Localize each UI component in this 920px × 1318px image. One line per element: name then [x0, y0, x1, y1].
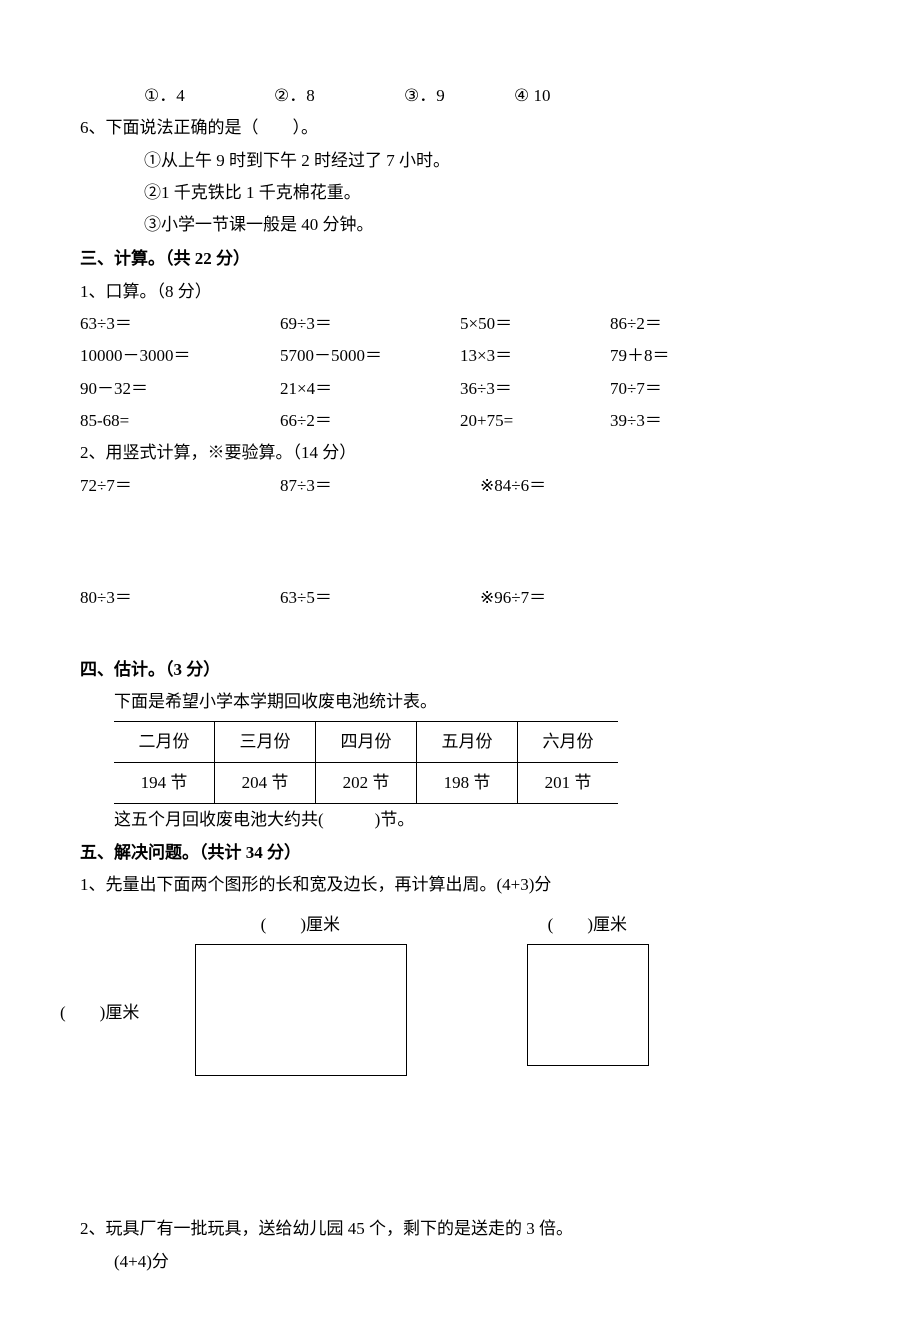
shape1-top-label: ( )厘米: [195, 909, 405, 941]
sec3-p2-title: 2、用竖式计算，※要验算。（14 分）: [80, 437, 840, 469]
expr: 10000－3000＝: [80, 340, 280, 372]
expr: 72÷7＝: [80, 470, 280, 502]
table-cell: 198 节: [417, 763, 518, 804]
q6-stem: 6、下面说法正确的是（ ）。: [80, 112, 840, 144]
q5-options: ①．4 ②．8 ③．9 ④ 10: [80, 80, 840, 112]
expr: 5×50＝: [460, 308, 610, 340]
expr: 79＋8＝: [610, 340, 670, 372]
expr: 36÷3＝: [460, 373, 610, 405]
table-header: 五月份: [417, 721, 518, 762]
table-cell: 204 节: [215, 763, 316, 804]
expr: 87÷3＝: [280, 470, 480, 502]
expr: 69÷3＝: [280, 308, 460, 340]
q5-opt1: ①．4: [144, 80, 274, 112]
mental-row3: 90－32＝ 21×4＝ 36÷3＝ 70÷7＝: [80, 373, 840, 405]
section5-title: 五、解决问题。（共计 34 分）: [80, 837, 840, 869]
table-header: 三月份: [215, 721, 316, 762]
expr: 85-68=: [80, 405, 280, 437]
expr: 13×3＝: [460, 340, 610, 372]
section4-title: 四、估计。（3 分）: [80, 654, 840, 686]
shapes-row: ( )厘米 ( )厘米 ( )厘米: [80, 909, 840, 1093]
vertical-row2: 80÷3＝ 63÷5＝ ※96÷7＝: [80, 582, 840, 614]
table-cell: 194 节: [114, 763, 215, 804]
table-header: 六月份: [518, 721, 619, 762]
expr: 21×4＝: [280, 373, 460, 405]
mental-row1: 63÷3＝ 69÷3＝ 5×50＝ 86÷2＝: [80, 308, 840, 340]
expr: 90－32＝: [80, 373, 280, 405]
shape2-wrap: ( )厘米: [527, 909, 649, 1065]
table-header: 四月份: [316, 721, 417, 762]
sec5-q2: 2、玩具厂有一批玩具，送给幼儿园 45 个，剩下的是送走的 3 倍。: [80, 1213, 840, 1245]
sec3-p1-title: 1、口算。（8 分）: [80, 276, 840, 308]
table-cell: 202 节: [316, 763, 417, 804]
mental-row2: 10000－3000＝ 5700－5000＝ 13×3＝ 79＋8＝: [80, 340, 840, 372]
expr: 80÷3＝: [80, 582, 280, 614]
square-shape: [527, 944, 649, 1066]
vertical-row1: 72÷7＝ 87÷3＝ ※84÷6＝: [80, 470, 840, 502]
sec4-summary: 这五个月回收废电池大约共( )节。: [80, 804, 840, 836]
q6-opt1: ①从上午 9 时到下午 2 时经过了 7 小时。: [80, 145, 840, 177]
sec4-subtitle: 下面是希望小学本学期回收废电池统计表。: [80, 686, 840, 718]
shape2-top-label: ( )厘米: [527, 909, 647, 941]
q5-opt4: ④ 10: [514, 80, 551, 112]
expr: 63÷3＝: [80, 308, 280, 340]
table-header: 二月份: [114, 721, 215, 762]
shape1-side-label: ( )厘米: [60, 933, 145, 1093]
expr: 39÷3＝: [610, 405, 662, 437]
q6-opt2: ②1 千克铁比 1 千克棉花重。: [80, 177, 840, 209]
table-row: 二月份 三月份 四月份 五月份 六月份: [114, 721, 618, 762]
expr: 70÷7＝: [610, 373, 662, 405]
expr: 86÷2＝: [610, 308, 662, 340]
expr: 63÷5＝: [280, 582, 480, 614]
table-row: 194 节 204 节 202 节 198 节 201 节: [114, 763, 618, 804]
battery-table: 二月份 三月份 四月份 五月份 六月份 194 节 204 节 202 节 19…: [114, 721, 618, 805]
q5-opt3: ③．9: [404, 80, 514, 112]
section3-title: 三、计算。（共 22 分）: [80, 243, 840, 275]
rectangle-shape: [195, 944, 407, 1076]
sec5-q2-points: (4+4)分: [80, 1246, 840, 1278]
expr: ※84÷6＝: [480, 470, 546, 502]
expr: 5700－5000＝: [280, 340, 460, 372]
table-cell: 201 节: [518, 763, 619, 804]
mental-row4: 85-68= 66÷2＝ 20+75= 39÷3＝: [80, 405, 840, 437]
shape1-wrap: ( )厘米: [145, 909, 407, 1075]
expr: 66÷2＝: [280, 405, 460, 437]
expr: 20+75=: [460, 405, 610, 437]
q6-opt3: ③小学一节课一般是 40 分钟。: [80, 209, 840, 241]
sec5-q1: 1、先量出下面两个图形的长和宽及边长，再计算出周。(4+3)分: [80, 869, 840, 901]
q5-opt2: ②．8: [274, 80, 404, 112]
expr: ※96÷7＝: [480, 582, 546, 614]
